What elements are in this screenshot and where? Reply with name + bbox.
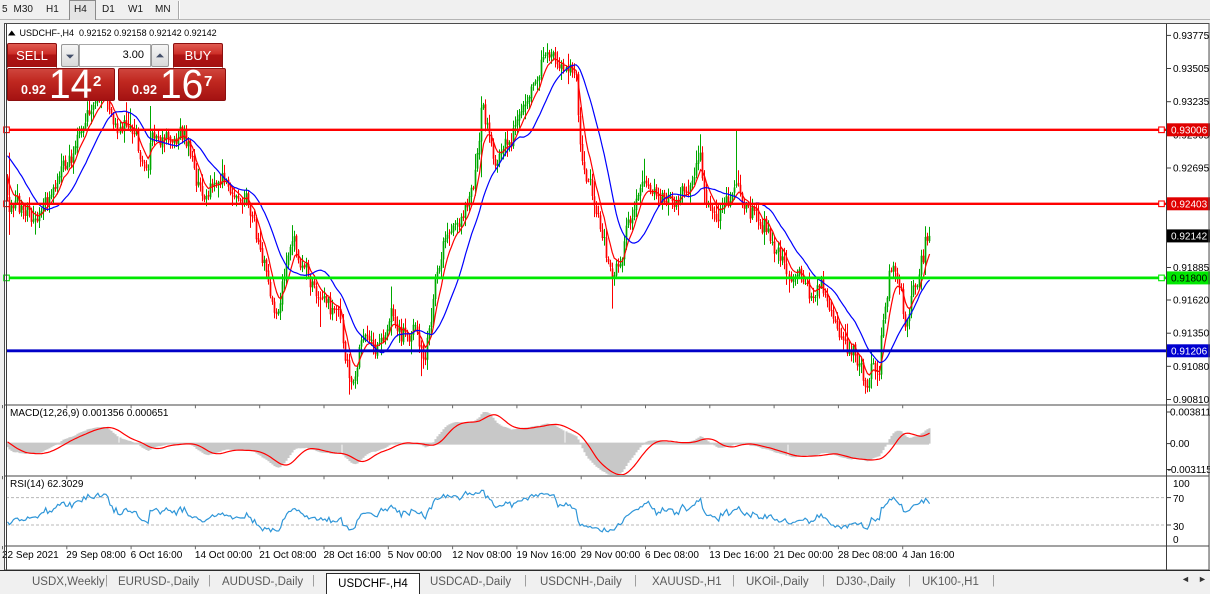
svg-text:28 Oct 16:00: 28 Oct 16:00	[324, 550, 382, 561]
svg-text:0.93235: 0.93235	[1173, 97, 1210, 108]
svg-text:5 Nov 00:00: 5 Nov 00:00	[388, 550, 442, 561]
svg-text:28 Dec 08:00: 28 Dec 08:00	[838, 550, 898, 561]
svg-text:0.91885: 0.91885	[1173, 263, 1210, 274]
svg-text:0.91206: 0.91206	[1171, 346, 1208, 357]
svg-text:0.90810: 0.90810	[1173, 395, 1210, 406]
svg-text:14 Oct 00:00: 14 Oct 00:00	[195, 550, 253, 561]
svg-text:70: 70	[1173, 494, 1185, 505]
svg-text:0.003811: 0.003811	[1170, 408, 1210, 419]
svg-text:-0.003115: -0.003115	[1168, 465, 1210, 476]
svg-text:30: 30	[1173, 522, 1185, 533]
svg-text:0.91350: 0.91350	[1173, 329, 1210, 340]
svg-text:0: 0	[1173, 535, 1179, 546]
svg-text:19 Nov 16:00: 19 Nov 16:00	[516, 550, 576, 561]
svg-text:USDCHF-,H4 0.92152 0.92158 0.: USDCHF-,H4 0.92152 0.92158 0.92142 0.921…	[20, 28, 217, 38]
svg-text:0.91800: 0.91800	[1171, 273, 1208, 284]
svg-text:0.93775: 0.93775	[1173, 31, 1210, 42]
svg-text:6 Dec 08:00: 6 Dec 08:00	[645, 550, 699, 561]
svg-text:0.92142: 0.92142	[1171, 231, 1208, 242]
svg-text:29 Sep 08:00: 29 Sep 08:00	[66, 550, 126, 561]
svg-text:0.00: 0.00	[1170, 439, 1190, 450]
svg-text:RSI(14) 62.3029: RSI(14) 62.3029	[10, 479, 84, 490]
svg-text:13 Dec 16:00: 13 Dec 16:00	[709, 550, 769, 561]
svg-text:6 Oct 16:00: 6 Oct 16:00	[131, 550, 183, 561]
svg-text:0.92403: 0.92403	[1171, 199, 1208, 210]
svg-text:21 Oct 08:00: 21 Oct 08:00	[259, 550, 317, 561]
svg-text:0.92695: 0.92695	[1173, 164, 1210, 175]
svg-text:22 Sep 2021: 22 Sep 2021	[2, 550, 59, 561]
svg-text:29 Nov 00:00: 29 Nov 00:00	[581, 550, 641, 561]
svg-text:MACD(12,26,9) 0.001356 0.00065: MACD(12,26,9) 0.001356 0.000651	[10, 408, 169, 419]
svg-text:0.93006: 0.93006	[1171, 125, 1208, 136]
svg-text:0.91080: 0.91080	[1173, 362, 1210, 373]
svg-text:4 Jan 16:00: 4 Jan 16:00	[902, 550, 955, 561]
svg-text:0.91620: 0.91620	[1173, 296, 1210, 307]
svg-text:0.93505: 0.93505	[1173, 64, 1210, 75]
svg-text:100: 100	[1173, 479, 1190, 490]
svg-text:21 Dec 00:00: 21 Dec 00:00	[774, 550, 834, 561]
svg-text:12 Nov 08:00: 12 Nov 08:00	[452, 550, 512, 561]
